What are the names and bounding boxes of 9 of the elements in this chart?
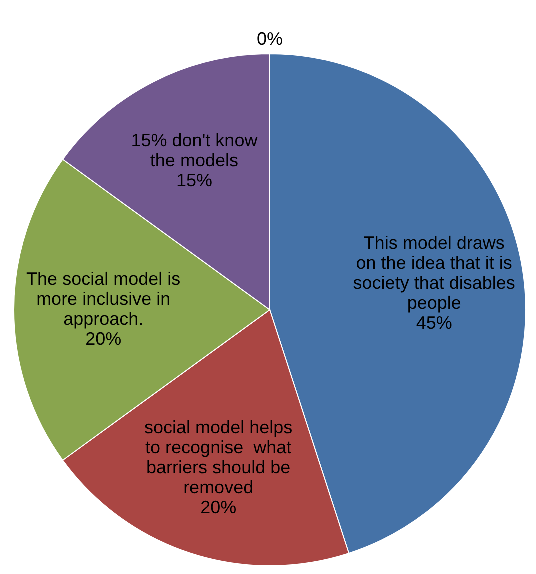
slice-label: The social model is more inclusive in approach. [26,268,181,329]
slice-label: social model helps to recognise what barriers should be removed [144,417,293,498]
data-label: 20% [86,328,122,349]
slice-label: 15% don't know the models [131,130,259,170]
data-label: 20% [200,497,237,518]
text: 0% [256,28,284,49]
data-label: 45% [416,312,452,333]
data-label: 15% [176,170,212,190]
slice-label: This model draws on the idea that it is society that disables people [353,232,516,313]
